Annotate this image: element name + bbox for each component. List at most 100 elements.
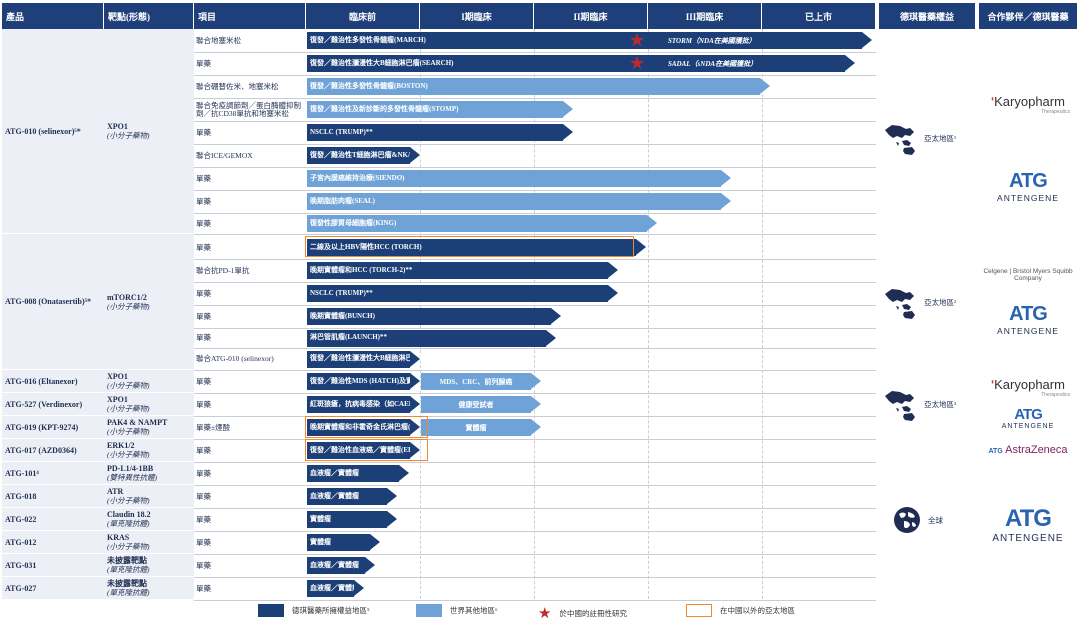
target-name: KRAS bbox=[107, 533, 130, 542]
pipeline-bar: 復發／難治性及新診斷的多發性骨髓瘤(STOMP) bbox=[307, 101, 563, 118]
target-cell: KRAS (小分子藥物) bbox=[104, 531, 194, 554]
target-name: PAK4 & NAMPT bbox=[107, 418, 168, 427]
header-project: 項目 bbox=[194, 3, 306, 29]
pipeline-bar: NSCLC (TRUMP)** bbox=[307, 124, 563, 141]
project-label: 單藥 bbox=[196, 242, 211, 252]
project-label: 單藥 bbox=[196, 445, 211, 455]
region-apac-2: 亞太地區² bbox=[882, 284, 956, 320]
legend-box: 在中國以外的亞太地區 bbox=[686, 604, 795, 617]
target-modality: (單克隆抗體) bbox=[107, 519, 150, 528]
bar-arrowhead bbox=[387, 511, 397, 527]
bar-arrowhead bbox=[531, 396, 541, 412]
antengene-mark-icon: ATG bbox=[1009, 303, 1048, 325]
bar-extension-label: STORM（NDA在美國獲批） bbox=[668, 36, 756, 45]
project-label: 單藥 bbox=[196, 514, 211, 524]
product-cell: ATG-010 (selinexor)⁵* bbox=[2, 29, 104, 234]
grid-line bbox=[648, 29, 649, 599]
row-divider bbox=[194, 75, 876, 76]
bar-arrowhead bbox=[636, 239, 646, 255]
product-cell: ATG-008 (Onatasertib)⁵* bbox=[2, 234, 104, 370]
region-label: 亞太地區² bbox=[924, 297, 957, 307]
pipeline-bar: 血液瘤／實體瘤 bbox=[307, 465, 399, 482]
row-divider bbox=[194, 370, 876, 371]
target-cell: 未披露靶點 (單克隆抗體) bbox=[104, 577, 194, 600]
target-modality: (單克隆抗體) bbox=[107, 565, 150, 574]
bar-arrowhead bbox=[410, 350, 420, 367]
target-name: XPO1 bbox=[107, 122, 128, 131]
star-icon: ★ bbox=[629, 53, 646, 73]
pipeline-bar: 晚期實體瘤和HCC (TORCH-2)** bbox=[307, 262, 608, 279]
target-name: 未披露靶點 bbox=[107, 579, 147, 588]
bar-arrowhead bbox=[647, 215, 657, 231]
grid-line bbox=[762, 29, 763, 599]
karyopharm-sub: Therapeutics bbox=[1041, 392, 1070, 398]
target-name: PD-L1/4-1BB bbox=[107, 464, 154, 473]
project-label: 單藥 bbox=[196, 288, 211, 298]
bar-arrowhead bbox=[410, 373, 420, 389]
karyopharm-name: Karyopharm bbox=[994, 94, 1065, 109]
pipeline-bar: 復發／難治性血液癌／實體瘤(ERASER) bbox=[307, 442, 434, 459]
pipeline-bar: 二線及以上HBV陽性HCC (TORCH) bbox=[307, 239, 636, 256]
product-cell: ATG-101⁴ bbox=[2, 462, 104, 485]
header-target: 靶點(形態) bbox=[104, 3, 194, 29]
product-cell: ATG-022 bbox=[2, 508, 104, 531]
astrazeneca-name: AstraZeneca bbox=[1005, 444, 1068, 456]
pipeline-bar: 晚期脂肪肉瘤(SEAL) bbox=[307, 193, 721, 210]
header-marketed: 已上市 bbox=[762, 3, 876, 29]
target-name: ERK1/2 bbox=[107, 441, 135, 450]
project-label: 單藥 bbox=[196, 468, 211, 478]
apac-outside-china-box bbox=[305, 236, 634, 257]
bar-arrowhead bbox=[410, 419, 420, 435]
target-cell: ERK1/2 (小分子藥物) bbox=[104, 439, 194, 462]
project-label: 單藥 bbox=[196, 583, 211, 593]
header-product: 產品 bbox=[2, 3, 104, 29]
project-label: 單藥 bbox=[196, 399, 211, 409]
target-modality: (小分子藥物) bbox=[107, 427, 150, 436]
row-divider bbox=[194, 508, 876, 509]
antengene-name: ANTENGENE bbox=[997, 326, 1059, 336]
legend-light: 世界其他地區⁶ bbox=[416, 604, 498, 617]
row-divider bbox=[194, 167, 876, 168]
header-phase1: I期臨床 bbox=[420, 3, 534, 29]
bar-arrowhead bbox=[399, 465, 409, 481]
asia-map-icon bbox=[885, 391, 915, 421]
row-divider bbox=[194, 393, 876, 394]
asia-map-icon bbox=[885, 289, 915, 319]
pipeline-bar: 復發性膠質母細胞瘤(KING) bbox=[307, 215, 647, 232]
bar-arrowhead bbox=[410, 396, 420, 412]
product-cell: ATG-019 (KPT-9274) bbox=[2, 416, 104, 439]
target-modality: (小分子藥物) bbox=[107, 496, 150, 505]
asia-map-icon bbox=[885, 125, 915, 155]
pipeline-bar: 實體瘤 bbox=[307, 534, 370, 551]
header-partner: 合作夥伴／德琪醫藥 bbox=[979, 3, 1078, 29]
antengene-logo: ATG ANTENGENE bbox=[978, 505, 1078, 544]
bar-arrowhead bbox=[563, 124, 573, 140]
row-divider bbox=[194, 190, 876, 191]
antengene-logo: ATG ANTENGENE bbox=[978, 303, 1078, 336]
project-label: 單藥 bbox=[196, 196, 211, 206]
target-name: ATR bbox=[107, 487, 124, 496]
karyopharm-logo: ʹKaryopharm Therapeutics bbox=[978, 94, 1078, 115]
bar-extension-label: 實體瘤 bbox=[421, 419, 531, 436]
bar-arrowhead bbox=[410, 147, 420, 163]
bar-arrowhead bbox=[387, 488, 397, 504]
region-apac-3: 亞太地區³ bbox=[882, 386, 956, 422]
row-divider bbox=[194, 348, 876, 349]
target-modality: (小分子藥物) bbox=[107, 404, 150, 413]
bar-arrowhead bbox=[721, 170, 731, 186]
product-cell: ATG-527 (Verdinexor) bbox=[2, 393, 104, 416]
bar-arrowhead bbox=[370, 534, 380, 550]
project-label: 聯合硼替佐米、地塞米松 bbox=[196, 81, 279, 91]
antengene-logo: ATG ANTENGENE bbox=[978, 170, 1078, 203]
antengene-name: ANTENGENE bbox=[997, 193, 1059, 203]
row-divider bbox=[194, 328, 876, 329]
target-modality: (小分子藥物) bbox=[107, 450, 150, 459]
celgene-bms-logo: Celgene | Bristol Myers Squibb Company bbox=[983, 268, 1073, 282]
target-modality: (單克隆抗體) bbox=[107, 588, 150, 597]
header-phase3: III期臨床 bbox=[648, 3, 762, 29]
pipeline-bar: NSCLC (TRUMP)** bbox=[307, 285, 608, 302]
region-apac-1: 亞太地區¹ bbox=[882, 120, 956, 156]
pipeline-bar: 子宮內膜癌維持治療(SIENDO) bbox=[307, 170, 721, 187]
project-label: 聯合地塞米松 bbox=[196, 35, 241, 45]
karyopharm-mark-icon: ʹ bbox=[991, 377, 995, 392]
